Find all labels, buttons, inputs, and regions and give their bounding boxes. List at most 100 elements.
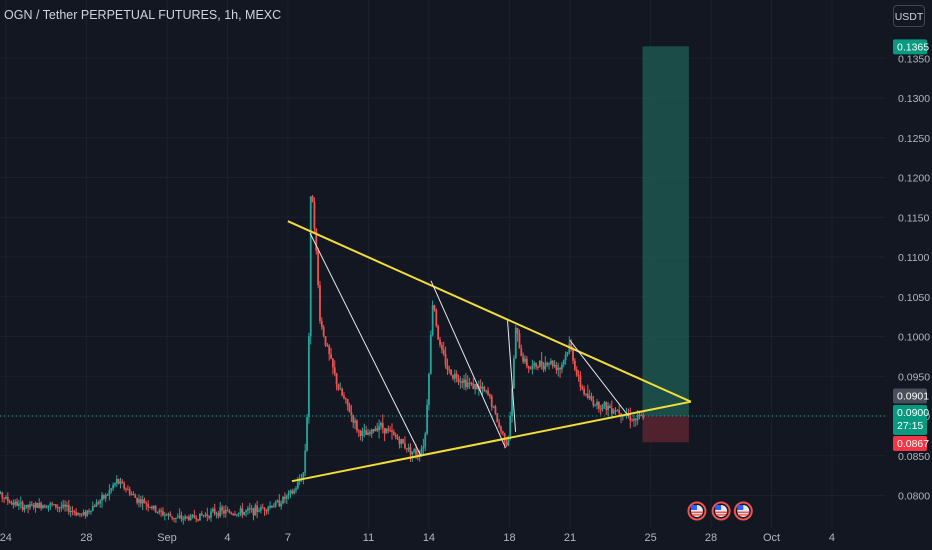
candle-body <box>60 507 63 509</box>
candle-body <box>320 320 323 327</box>
candle-body <box>489 394 491 397</box>
candle-body <box>101 494 103 501</box>
candle-body <box>307 336 310 418</box>
candle-body <box>450 369 453 376</box>
candle-body <box>139 499 142 504</box>
candle-body <box>509 415 512 437</box>
candle-body <box>599 408 602 410</box>
swing-line[interactable] <box>507 320 517 432</box>
last-price-value: 0.0900 <box>897 407 929 419</box>
event-markers[interactable] <box>687 501 753 521</box>
candle-body <box>346 399 349 406</box>
price-tag <box>893 436 927 451</box>
candle-body <box>562 359 565 365</box>
price-tag <box>893 39 927 55</box>
swing-line[interactable] <box>430 280 506 449</box>
y-tick-label: 0.1350 <box>898 53 930 65</box>
candle-body <box>200 513 203 516</box>
candle-body <box>607 406 610 410</box>
stop-zone <box>642 416 689 443</box>
candle-body <box>324 336 327 346</box>
flag-canton <box>715 505 722 510</box>
candle-body <box>500 426 502 432</box>
triangle-upper-line[interactable] <box>287 220 692 403</box>
candle-body <box>348 405 351 413</box>
candle-body <box>564 354 567 360</box>
candle-body <box>548 363 550 365</box>
candle-body <box>527 366 530 369</box>
candle-body <box>452 375 454 379</box>
candle-body <box>230 512 233 514</box>
y-tick-label: 0.1050 <box>898 292 930 304</box>
us-flag-event-icon[interactable] <box>711 501 731 521</box>
candle-body <box>73 511 76 513</box>
candle-body <box>14 501 17 505</box>
candles <box>0 194 645 525</box>
candle-body <box>165 514 168 516</box>
time-axis[interactable]: 24 28 Sep 4 7 11 14 18 21 25 28 Oct 4 <box>0 532 835 544</box>
candle-body <box>317 251 320 286</box>
candle-body <box>106 494 109 496</box>
candle-body <box>315 229 318 252</box>
us-flag-event-icon[interactable] <box>687 501 707 521</box>
candle-body <box>125 488 127 490</box>
candle-body <box>66 505 68 507</box>
swing-line[interactable] <box>569 340 629 417</box>
candle-body <box>10 502 13 504</box>
candle-body <box>160 510 163 512</box>
candle-body <box>38 502 41 508</box>
candle-body <box>114 483 116 486</box>
price-tag-label: 0.0867 <box>897 438 929 450</box>
candle-body <box>507 436 510 446</box>
candle-body <box>199 513 201 521</box>
triangle-lower-line[interactable] <box>291 400 692 483</box>
candle-body <box>389 430 392 432</box>
candle-body <box>99 500 102 504</box>
candle-body <box>350 412 353 416</box>
candle-body <box>511 388 513 416</box>
x-tick-label: Sep <box>157 532 177 544</box>
candle-body <box>241 508 244 515</box>
candle-body <box>387 428 390 431</box>
candle-body <box>34 503 37 508</box>
candle-body <box>56 507 59 509</box>
candle-body <box>616 410 619 412</box>
candle-body <box>354 420 356 423</box>
grid-lines <box>0 0 886 528</box>
candle-body <box>405 448 408 450</box>
candle-body <box>291 490 294 494</box>
candle-body <box>481 386 484 389</box>
candle-body <box>136 497 139 503</box>
candle-body <box>147 504 150 508</box>
candle-body <box>6 496 9 502</box>
candle-body <box>601 404 604 410</box>
currency-button[interactable]: USDT <box>893 5 925 27</box>
candle-body <box>117 479 120 484</box>
candle-body <box>27 504 30 508</box>
candle-body <box>394 434 397 438</box>
candle-body <box>91 506 94 511</box>
swing-line[interactable] <box>309 232 422 456</box>
candle-body <box>411 451 414 455</box>
candle-body <box>42 505 44 509</box>
candle-body <box>514 327 517 359</box>
candle-body <box>29 504 31 508</box>
candle-body <box>19 502 22 504</box>
candle-body <box>234 514 236 516</box>
candle-body <box>182 518 185 520</box>
candle-body <box>463 379 465 383</box>
candle-body <box>283 496 286 499</box>
last-price-tag <box>893 405 927 435</box>
candle-body <box>407 447 410 450</box>
us-flag-event-icon[interactable] <box>733 501 753 521</box>
candle-body <box>5 496 7 499</box>
candle-body <box>367 432 369 435</box>
candle-body <box>365 430 368 435</box>
candle-body <box>359 430 362 436</box>
candle-body <box>298 480 301 482</box>
candle-body <box>391 430 393 433</box>
candle-body <box>537 366 539 368</box>
candle-body <box>108 490 111 495</box>
candle-body <box>588 396 591 399</box>
